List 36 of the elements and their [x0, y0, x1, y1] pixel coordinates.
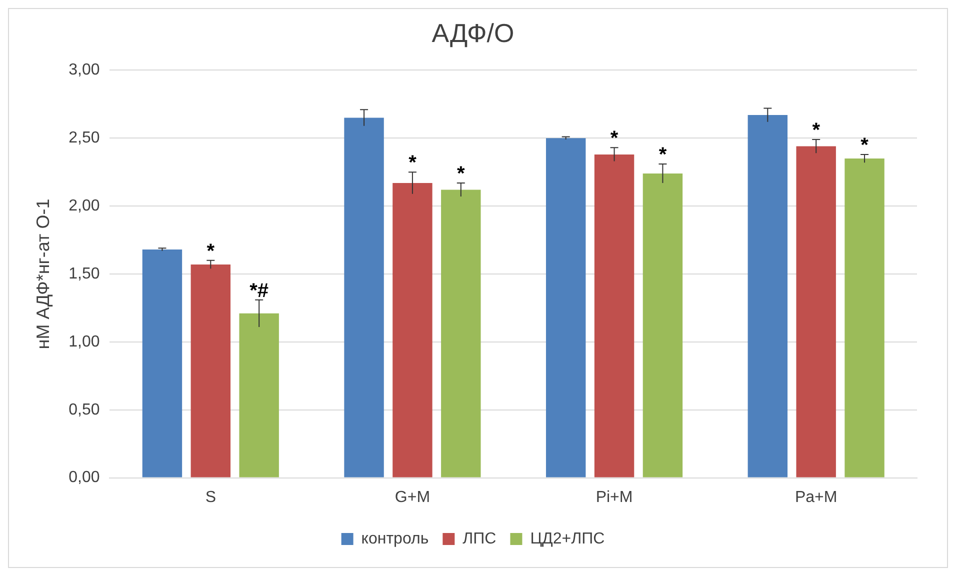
bar [642, 173, 683, 478]
bar [392, 182, 432, 478]
bar [594, 154, 634, 478]
data-label: * [408, 152, 417, 174]
data-label: * [860, 134, 869, 156]
y-tick-label: 1,00 [68, 333, 100, 350]
bar [844, 158, 884, 478]
x-tick-label: Pi+M [596, 488, 633, 506]
data-label: * [610, 128, 618, 150]
y-tick-label: 2,00 [68, 197, 100, 214]
bar [748, 115, 788, 478]
bar [441, 190, 481, 478]
y-tick-label: 0,50 [68, 401, 100, 418]
bar [796, 146, 836, 478]
bar [190, 264, 231, 478]
y-tick-label: 0,00 [68, 469, 100, 486]
legend-label: ЛПС [462, 530, 496, 548]
data-label: *# [250, 280, 269, 302]
y-tick-label: 2,50 [68, 130, 100, 147]
x-tick-label: G+M [394, 488, 430, 506]
y-tick-label: 3,00 [68, 62, 100, 79]
y-tick-label: 1,50 [68, 265, 100, 282]
x-tick-label: Pa+M [794, 488, 838, 506]
data-label: * [812, 119, 820, 142]
data-label: * [206, 240, 215, 262]
bar [546, 138, 586, 478]
legend-label: ЦД2+ЛПС [530, 530, 605, 548]
legend-label: контроль [361, 530, 429, 548]
y-axis-title: нМ АДФ*нг-ат О-1 [32, 198, 53, 350]
data-label: * [457, 162, 465, 185]
bar [239, 313, 279, 478]
bar [142, 250, 182, 478]
data-label: * [658, 144, 667, 166]
chart-title: АДФ/О [432, 18, 514, 48]
bar [344, 118, 384, 478]
x-tick-label: S [205, 488, 216, 506]
